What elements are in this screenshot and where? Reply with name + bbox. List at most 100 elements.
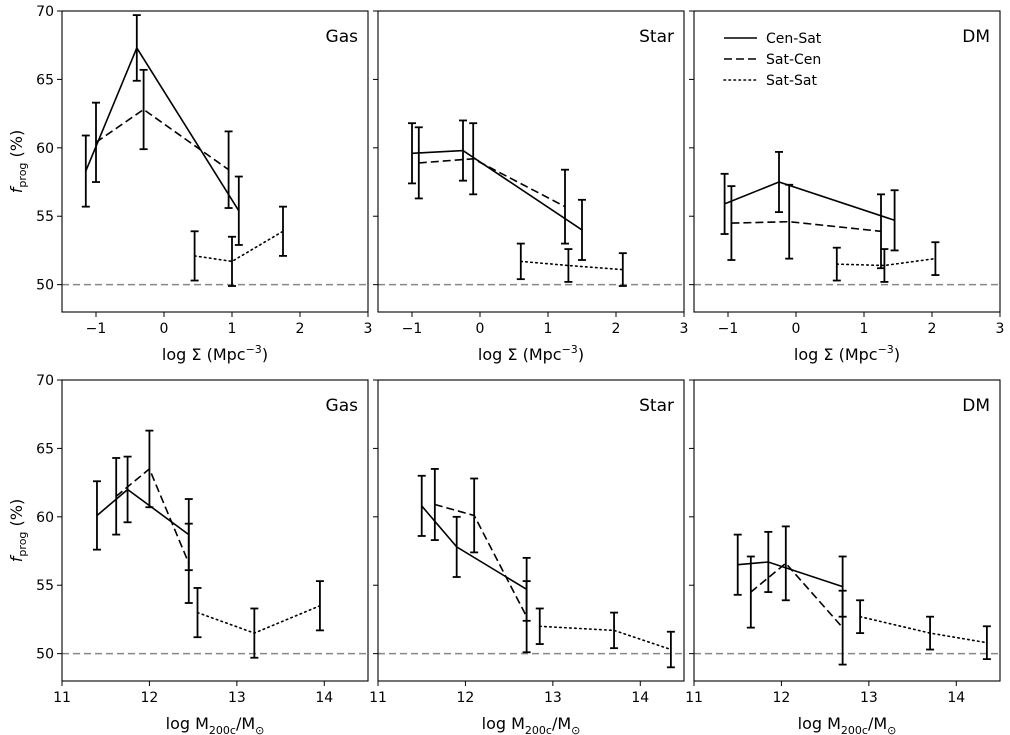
axes-frame	[377, 379, 685, 682]
errorbar-sat-sat	[880, 248, 889, 283]
errorbar-cen-sat	[720, 172, 729, 235]
series-line-sat-sat	[519, 260, 624, 271]
y-tick-label: 60	[36, 141, 54, 157]
x-tick-label: 0	[476, 321, 485, 337]
x-tick-label: 0	[160, 321, 169, 337]
x-tick-label: 0	[792, 321, 801, 337]
series-line-cen-sat	[724, 181, 895, 222]
x-axis-label: log Σ (Mpc−3)	[794, 343, 900, 364]
errorbar-sat-sat	[228, 235, 236, 287]
panel-title: DM	[962, 396, 990, 416]
x-axis-label: log M200c/M⊙	[798, 714, 897, 735]
errorbar-cen-sat	[92, 480, 101, 551]
axes-frame	[693, 379, 1001, 682]
errorbar-sat-cen	[561, 168, 569, 245]
errorbar-cen-sat	[890, 189, 899, 252]
x-tick-label: 14	[947, 690, 965, 706]
errorbar-sat-sat	[666, 630, 675, 669]
errorbar-cen-sat	[417, 474, 426, 537]
x-tick-label: 2	[296, 321, 305, 337]
series-line-sat-sat	[538, 625, 672, 651]
legend-label-sat-sat: Sat-Sat	[766, 73, 817, 89]
y-axis-label: fprog (%)	[7, 499, 29, 562]
x-tick-label: 13	[860, 690, 878, 706]
errorbar-sat-sat	[516, 242, 525, 281]
panel-5: 11 12 13 14 Star log M200c/M⊙	[369, 379, 685, 735]
y-tick-label: 70	[36, 4, 54, 20]
y-tick-label: 60	[36, 510, 54, 526]
x-tick-label: 1	[860, 321, 869, 337]
x-tick-label: 11	[369, 690, 387, 706]
x-tick-label: 12	[773, 690, 791, 706]
x-tick-label: 11	[53, 690, 71, 706]
panel-title: Star	[639, 396, 674, 416]
panel-title: Star	[639, 27, 674, 47]
errorbar-sat-sat	[618, 252, 627, 287]
errorbar-sat-cen	[746, 555, 755, 629]
errorbar-sat-sat	[535, 607, 544, 645]
errorbar-cen-sat	[234, 175, 243, 246]
errorbar-cen-sat	[578, 198, 586, 261]
errorbar-sat-cen	[139, 68, 148, 151]
series-line-sat-sat	[193, 230, 284, 263]
series-line-sat-cen	[750, 562, 844, 629]
x-tick-label: 14	[631, 690, 649, 706]
errorbar-cen-sat	[764, 530, 773, 593]
panel-4: 11 12 13 14 50 55 60 65 70 Gas fprog (%) log M200c/…	[7, 373, 369, 735]
errorbar-sat-cen	[838, 589, 847, 666]
axes-frame	[61, 10, 369, 313]
y-tick-label: 55	[36, 209, 54, 225]
axes-frame	[61, 379, 369, 682]
errorbar-cen-sat	[452, 515, 461, 578]
x-tick-label: 11	[685, 690, 703, 706]
errorbar-sat-sat	[931, 241, 940, 276]
x-axis-label: log M200c/M⊙	[166, 714, 265, 735]
axes-frame	[377, 10, 685, 313]
panel-title: Gas	[326, 396, 359, 416]
y-tick-label: 55	[36, 578, 54, 594]
errorbar-sat-cen	[430, 468, 439, 541]
errorbar-cen-sat	[123, 455, 132, 524]
errorbar-sat-cen	[470, 477, 479, 554]
y-tick-label: 65	[36, 441, 54, 457]
errorbar-cen-sat	[408, 122, 416, 185]
panel-1: −1 0 1 2 3 50 55 60 65 70 Gas fprog (%) log Σ (Mpc−3…	[7, 4, 372, 364]
errorbar-sat-sat	[193, 587, 202, 639]
x-tick-label: 14	[315, 690, 333, 706]
x-tick-label: 12	[457, 690, 475, 706]
panel-title: Gas	[326, 27, 359, 47]
series-line-sat-sat	[859, 615, 988, 644]
x-tick-label: 2	[928, 321, 937, 337]
y-axis-label: fprog (%)	[7, 130, 29, 193]
series-line-sat-cen	[418, 157, 566, 208]
series-line-sat-cen	[731, 220, 882, 233]
x-tick-label: 3	[364, 321, 373, 337]
errorbar-cen-sat	[81, 134, 90, 208]
x-tick-label: 13	[228, 690, 246, 706]
x-tick-label: −1	[86, 321, 107, 337]
errorbar-sat-sat	[564, 248, 573, 283]
x-tick-label: 12	[141, 690, 159, 706]
errorbar-sat-cen	[145, 429, 154, 509]
axes-frame	[693, 10, 1001, 313]
errorbar-sat-cen	[727, 185, 736, 261]
series-line-cen-sat	[737, 561, 843, 588]
y-tick-label: 50	[36, 647, 54, 663]
errorbar-sat-cen	[184, 522, 193, 604]
errorbar-sat-sat	[982, 625, 991, 661]
panel-2: −1 0 1 2 3 Star log Σ (Mpc−3)	[373, 10, 689, 364]
x-tick-label: 3	[680, 321, 689, 337]
x-axis-label: log Σ (Mpc−3)	[162, 343, 268, 364]
x-tick-label: 1	[228, 321, 237, 337]
x-tick-label: −1	[718, 321, 739, 337]
errorbar-sat-cen	[785, 183, 794, 260]
x-tick-label: 13	[544, 690, 562, 706]
errorbar-sat-cen	[92, 101, 100, 183]
errorbar-sat-sat	[610, 611, 619, 650]
series-line-sat-sat	[835, 257, 937, 267]
legend-label-cen-sat: Cen-Sat	[766, 31, 822, 47]
errorbar-sat-cen	[112, 457, 121, 536]
series-line-sat-cen	[95, 108, 230, 171]
series-line-cen-sat	[96, 488, 190, 536]
